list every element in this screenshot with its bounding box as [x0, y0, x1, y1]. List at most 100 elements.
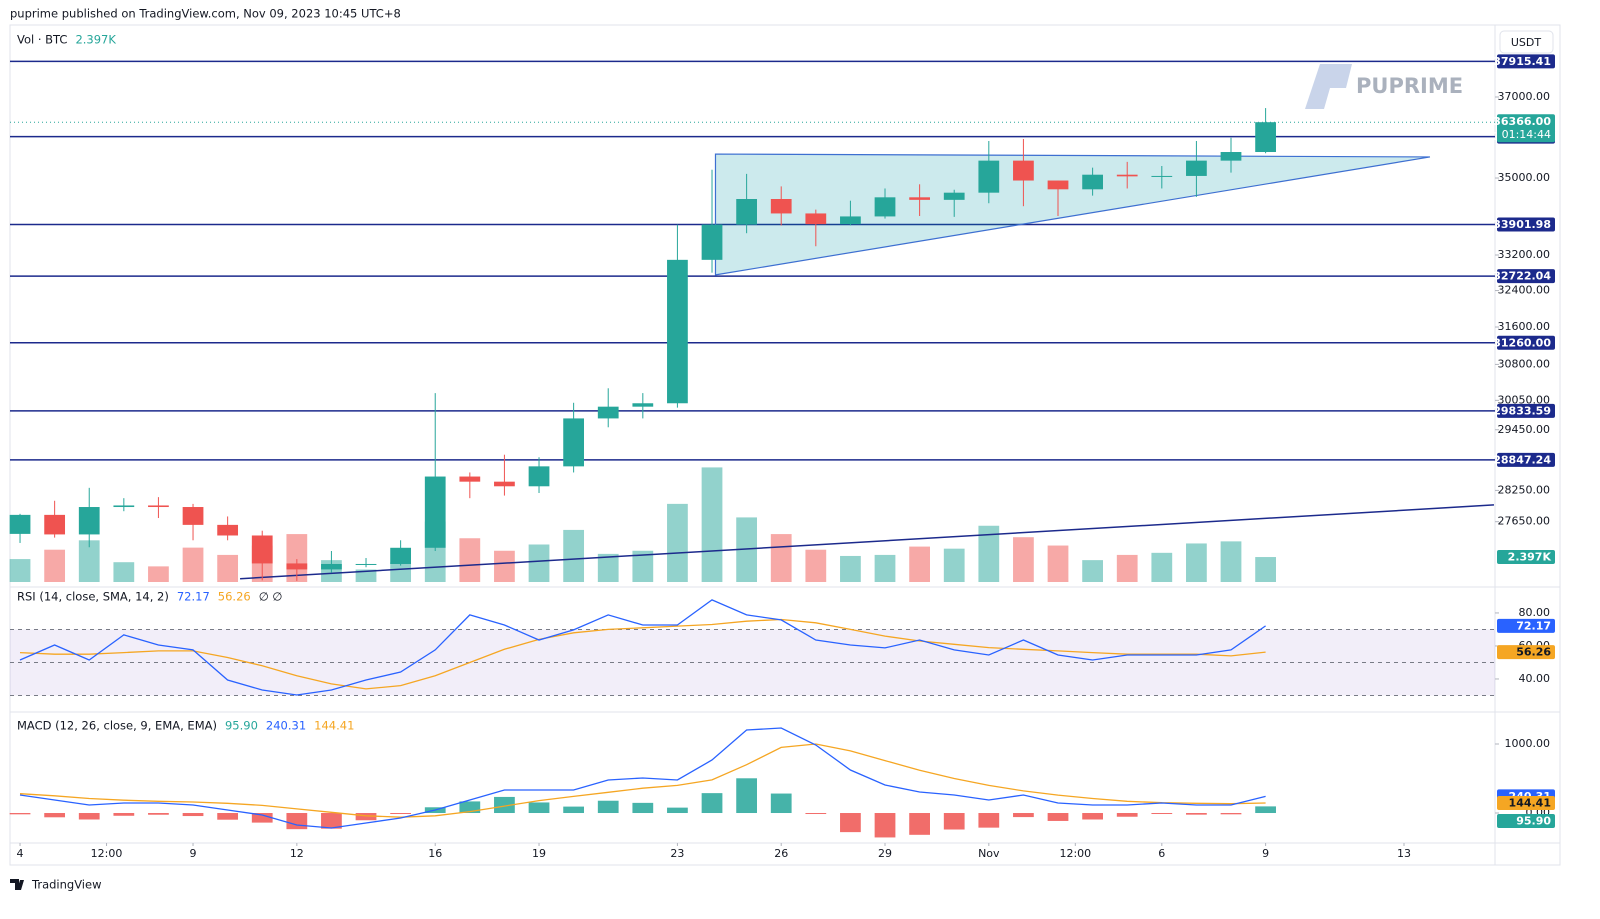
candle-body	[805, 213, 827, 225]
volume-bar	[459, 538, 481, 582]
x-tick-label: 6	[1158, 847, 1165, 860]
histogram-bar	[148, 813, 169, 815]
volume-bar	[978, 525, 1000, 582]
candle-body	[78, 507, 100, 535]
series-label: 72.17	[1516, 619, 1551, 632]
candle-body	[667, 259, 688, 404]
y-tick-label: 80.00	[1519, 606, 1551, 619]
candle-body	[943, 192, 965, 200]
histogram-bar	[770, 793, 792, 814]
last-price: 36366.00	[1493, 115, 1551, 128]
volume-bar	[286, 534, 308, 582]
series-label-box	[1497, 796, 1555, 811]
candle-body	[1220, 152, 1242, 161]
legend-value: 56.26	[218, 590, 251, 604]
y-tick-label: 37000.00	[1498, 90, 1551, 103]
volume-bar	[1047, 545, 1069, 582]
histogram-bar	[9, 813, 31, 815]
y-tick-label: 30050.00	[1498, 393, 1551, 406]
volume-bar	[78, 540, 100, 582]
volume-bar	[736, 517, 757, 582]
volume-bar	[113, 562, 135, 582]
legend-value: RSI (14, close, SMA, 14, 2)	[17, 590, 169, 604]
footer: TradingView	[31, 878, 101, 892]
histogram-bar	[286, 813, 308, 830]
volume-bar	[1013, 537, 1034, 582]
footer-logo	[10, 879, 24, 890]
candle-body	[424, 476, 446, 548]
x-tick-label: 4	[17, 847, 24, 860]
histogram-bar	[736, 778, 757, 814]
volume-bar	[1116, 554, 1138, 582]
y-tick-label: 33200.00	[1498, 248, 1551, 261]
candle-body	[1047, 180, 1069, 190]
volume-bar	[840, 555, 861, 582]
candle-body	[1013, 160, 1034, 181]
x-tick-label: 19	[532, 847, 546, 860]
histogram-bar	[1220, 813, 1242, 815]
level-label-box	[1497, 217, 1555, 232]
candle-body	[1151, 175, 1173, 177]
x-tick-label: 12:00	[91, 847, 123, 860]
legend-value: 144.41	[314, 719, 354, 733]
x-tick-label: 23	[670, 847, 684, 860]
volume-bar	[597, 553, 619, 582]
frame	[9, 24, 1561, 866]
volume-bar	[1220, 541, 1242, 582]
currency-button[interactable]	[1499, 30, 1554, 54]
candle-body	[770, 199, 792, 214]
legend-value: 240.31	[266, 719, 306, 733]
volume-bar	[770, 534, 792, 582]
volume-bar	[148, 566, 169, 582]
x-tick-label: 16	[428, 847, 442, 860]
histogram-bar	[1116, 813, 1138, 817]
volume-bar	[632, 550, 654, 582]
currency[interactable]: USDT	[1511, 36, 1542, 49]
histogram-bar	[840, 813, 861, 833]
histogram-bar	[78, 813, 100, 820]
candle-body	[494, 481, 515, 487]
x-tick-label: 29	[878, 847, 892, 860]
histogram-bar	[494, 796, 515, 814]
series-label: 144.41	[1509, 797, 1551, 810]
trend-line	[240, 504, 1495, 580]
rsi-line	[19, 618, 1266, 690]
series-label-box	[1497, 645, 1555, 660]
y-tick-label: 30800.00	[1498, 357, 1551, 370]
histogram-bar	[667, 807, 688, 814]
candle-body	[113, 505, 135, 508]
volume-bar	[1186, 543, 1207, 582]
histogram-bar	[874, 813, 896, 838]
volume-bar	[217, 554, 239, 582]
histogram-bar	[632, 802, 654, 814]
volume-bar	[805, 549, 827, 582]
candle-body	[251, 535, 273, 564]
histogram-bar	[909, 813, 930, 835]
volume-bar	[909, 546, 930, 582]
volume-label-box	[1497, 550, 1555, 564]
histogram-bar	[44, 813, 66, 818]
legend-value: ∅ ∅	[259, 590, 283, 604]
histogram-bar	[459, 801, 481, 814]
y-tick-label: 35000.00	[1498, 171, 1551, 184]
x-tick-label: 12	[290, 847, 304, 860]
y-tick-label: 28250.00	[1498, 483, 1551, 496]
candle-body	[286, 563, 308, 570]
histogram-bar	[217, 813, 239, 820]
volume-label: 2.397K	[1508, 551, 1552, 564]
histogram-bar	[1013, 813, 1034, 818]
candle-body	[1082, 174, 1103, 190]
volume-bar	[1082, 560, 1103, 582]
histogram-bar	[182, 813, 204, 817]
candle-body	[632, 403, 654, 407]
histogram-bar	[355, 813, 377, 821]
candle-body	[597, 406, 619, 419]
y-tick-label: 32400.00	[1498, 284, 1551, 297]
histogram-bar	[563, 806, 585, 814]
candle-body	[9, 514, 31, 534]
level-label-box	[1497, 54, 1555, 69]
macd-line	[19, 727, 1266, 829]
candle-body	[1255, 122, 1276, 153]
histogram-label-box	[1497, 814, 1555, 829]
